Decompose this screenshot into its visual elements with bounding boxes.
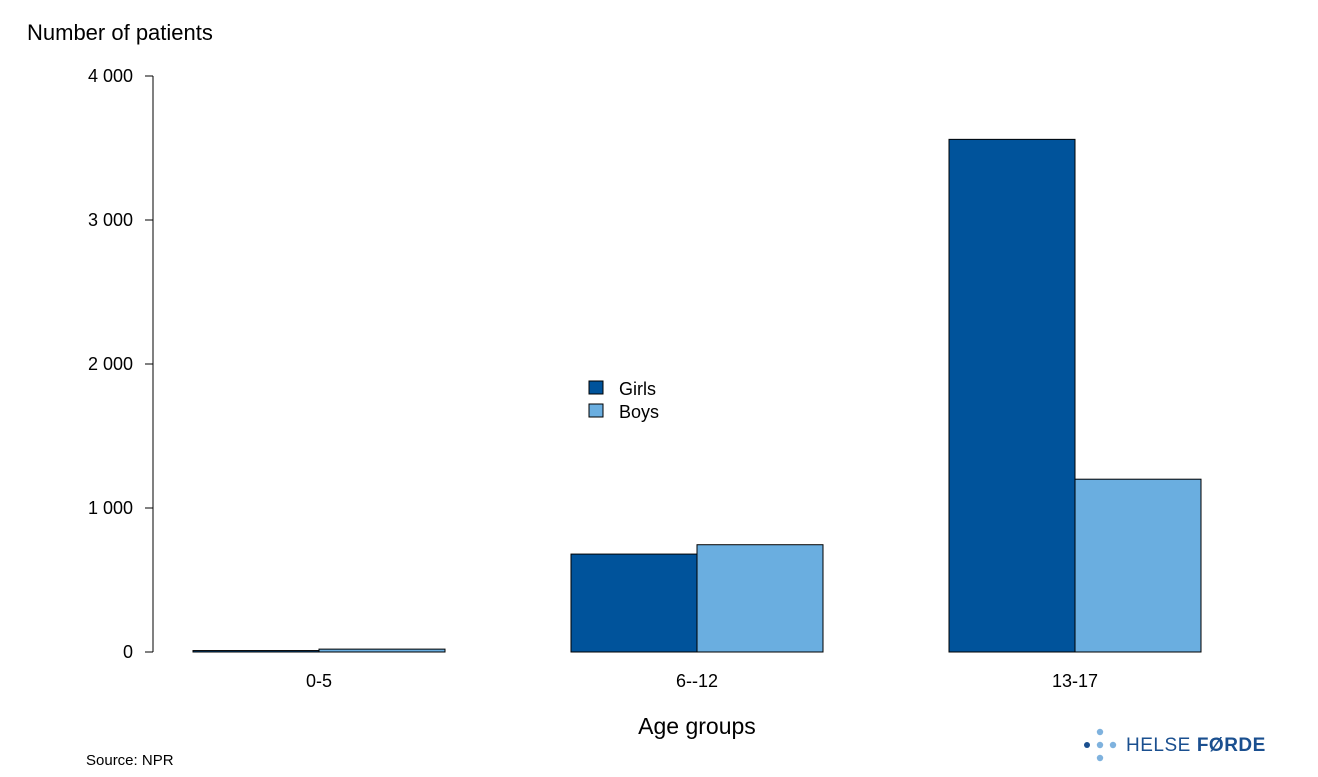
bar-girls-6--12: [570, 553, 698, 653]
x-axis-title: Age groups: [638, 713, 756, 739]
logo-wordmark: HELSE FØRDE: [1126, 735, 1266, 756]
helse-forde-logo: HELSE FØRDE: [1084, 728, 1266, 762]
y-tick-label: 2 000: [88, 354, 133, 374]
legend-swatch-girls: [588, 380, 604, 395]
source-note: Source: NPR: [86, 752, 174, 769]
y-axis-title: Number of patients: [27, 20, 213, 45]
bar-boys-13-17: [1074, 478, 1202, 653]
y-axis: 0 1 000 2 000 3 000 4 000: [88, 66, 153, 662]
y-tick-label: 4 000: [88, 66, 133, 86]
logo-text-light: HELSE: [1126, 735, 1191, 756]
x-tick-label: 6--12: [676, 671, 718, 691]
x-tick-label: 13-17: [1052, 671, 1098, 691]
bar-girls-13-17: [948, 138, 1076, 653]
y-tick-label: 0: [123, 642, 133, 662]
x-tick-label: 0-5: [306, 671, 332, 691]
legend-label-boys: Boys: [619, 402, 659, 422]
y-tick-label: 1 000: [88, 498, 133, 518]
bars: [192, 138, 1202, 653]
bar-boys-0-5: [318, 648, 446, 653]
x-axis: 0-5 6--12 13-17: [306, 671, 1098, 691]
bar-girls-0-5: [192, 650, 320, 653]
logo-dots-icon: [1084, 728, 1117, 762]
legend-swatch-boys: [588, 403, 604, 418]
bar-boys-6--12: [696, 544, 824, 653]
logo-text-bold: FØRDE: [1197, 735, 1266, 756]
y-tick-label: 3 000: [88, 210, 133, 230]
legend-label-girls: Girls: [619, 379, 656, 399]
legend: Girls Boys: [588, 379, 659, 422]
